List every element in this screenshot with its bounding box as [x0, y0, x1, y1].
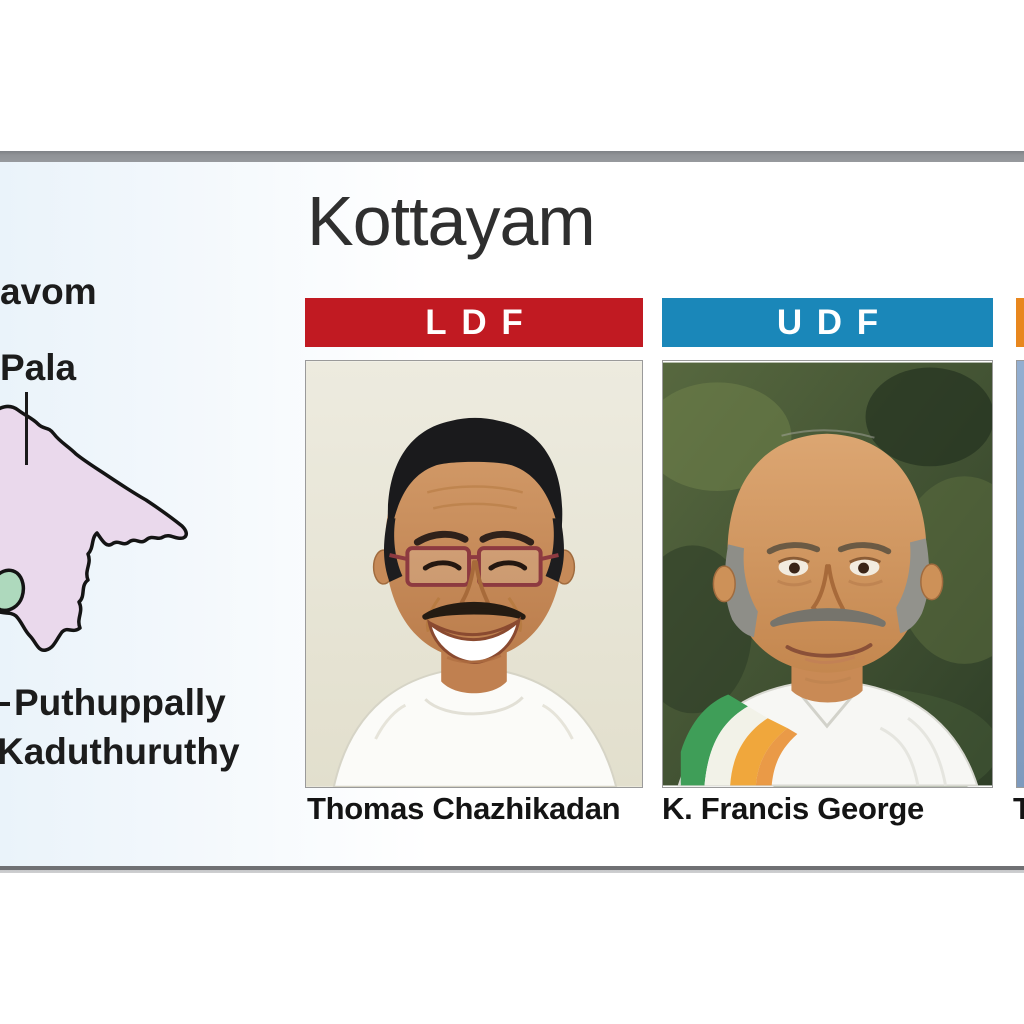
candidate-portrait-illustration — [663, 362, 992, 787]
candidate-name-ldf: Thomas Chazhikadan — [307, 791, 621, 826]
candidate-name-nda: T — [1013, 791, 1024, 826]
map-region-shape — [0, 404, 188, 652]
top-divider-bar — [0, 151, 1024, 162]
constituency-map — [0, 404, 188, 652]
party-banner-nda — [1016, 298, 1024, 347]
party-banner-ldf: LDF — [305, 298, 643, 347]
map-subregion-shape — [0, 568, 26, 613]
candidate-photo-udf — [662, 360, 993, 788]
map-label-puthuppally: Puthuppally — [14, 682, 226, 723]
constituency-title: Kottayam — [307, 182, 596, 260]
candidate-photo-ldf — [305, 360, 643, 788]
map-label-kaduthuruthy: Kaduthuruthy — [0, 731, 240, 772]
map-leader-line-pala — [25, 392, 28, 465]
party-banner-udf: UDF — [662, 298, 993, 347]
map-leader-line-puthuppally — [0, 702, 10, 706]
candidate-portrait-illustration — [306, 361, 642, 787]
bottom-divider-bar — [0, 866, 1024, 873]
party-banner-label: LDF — [425, 303, 538, 342]
map-label-pala: Pala — [0, 347, 77, 388]
candidate-name-udf: K. Francis George — [662, 791, 924, 826]
map-label-avom: avom — [0, 271, 97, 312]
candidate-photo-nda — [1016, 360, 1024, 788]
party-banner-label: UDF — [776, 303, 893, 342]
